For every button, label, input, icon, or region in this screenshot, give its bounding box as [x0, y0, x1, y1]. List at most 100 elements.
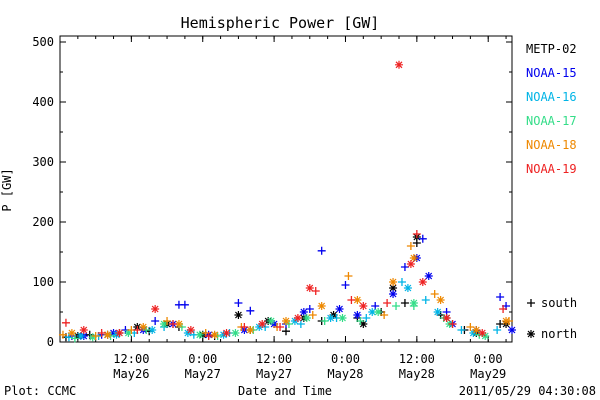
point-south — [133, 326, 142, 334]
point-north — [359, 320, 368, 328]
point-south — [356, 317, 365, 325]
y-tick-label: 300 — [32, 155, 54, 169]
point-south — [246, 306, 255, 315]
footer-timestamp: 2011/05/29 04:30:08 — [459, 384, 596, 398]
point-north — [302, 314, 311, 322]
point-south — [311, 287, 320, 295]
series-noaa-19 — [61, 60, 508, 340]
point-north — [359, 302, 368, 310]
marker-shape-legend: south north — [527, 296, 577, 341]
point-south — [234, 299, 243, 307]
point-south — [421, 296, 430, 304]
point-north — [222, 329, 231, 337]
point-south — [180, 300, 189, 309]
point-north — [258, 320, 267, 328]
point-north — [151, 305, 160, 313]
point-north — [246, 326, 255, 334]
point-south — [371, 302, 380, 310]
y-tick-label: 500 — [32, 35, 54, 49]
legend-entry: NOAA-15 — [526, 66, 577, 80]
point-north — [403, 284, 412, 292]
point-north — [442, 314, 451, 322]
x-tick-label: 12:00 — [113, 352, 149, 366]
x-tick-date: May28 — [327, 367, 363, 381]
point-south — [412, 230, 421, 238]
x-tick-date: May29 — [470, 367, 506, 381]
point-north — [186, 326, 195, 334]
x-tick-label: 0:00 — [331, 352, 360, 366]
point-south — [406, 242, 415, 250]
y-tick-label: 100 — [32, 275, 54, 289]
point-south — [362, 314, 371, 322]
point-north — [148, 326, 157, 334]
point-north — [353, 296, 362, 304]
point-south — [163, 317, 172, 325]
x-tick-label: 12:00 — [256, 352, 292, 366]
y-tick-label: 400 — [32, 95, 54, 109]
point-north — [160, 320, 169, 328]
point-south — [392, 302, 401, 310]
legend-entry: NOAA-16 — [526, 90, 577, 104]
point-north — [338, 314, 347, 322]
point-south — [61, 318, 70, 327]
point-south — [58, 330, 67, 339]
point-north — [374, 308, 383, 316]
point-north — [210, 330, 219, 339]
point-south — [457, 326, 466, 334]
point-north — [433, 308, 442, 316]
legend-marker-plus — [527, 299, 535, 307]
point-north — [305, 284, 314, 292]
point-south — [64, 333, 73, 342]
point-north — [508, 326, 516, 334]
y-axis-label: P [GW] — [0, 168, 14, 211]
x-tick-label: 12:00 — [399, 352, 435, 366]
point-south — [276, 323, 285, 331]
series-noaa-18 — [58, 242, 514, 340]
point-south — [418, 234, 427, 243]
point-north — [317, 302, 326, 310]
point-north — [409, 299, 418, 307]
point-north — [436, 296, 445, 304]
point-south — [499, 305, 508, 313]
point-south — [151, 317, 160, 325]
y-tick-label: 200 — [32, 215, 54, 229]
shape-legend-label: south — [541, 296, 577, 310]
plot-area: 010020030040050012:00May260:00May2712:00… — [32, 35, 516, 381]
point-south — [496, 293, 505, 301]
point-north — [219, 330, 228, 339]
point-north — [395, 60, 403, 69]
x-tick-date: May28 — [399, 367, 435, 381]
point-north — [231, 329, 240, 337]
point-north — [124, 329, 133, 337]
x-tick-label: 0:00 — [188, 352, 217, 366]
point-north — [103, 330, 112, 339]
series-noaa-17 — [70, 299, 490, 343]
point-north — [389, 278, 398, 286]
point-north — [195, 330, 204, 339]
point-north — [472, 326, 481, 334]
point-north — [139, 323, 148, 331]
shape-legend-label: north — [541, 327, 577, 341]
legend-marker-star — [527, 330, 535, 338]
y-tick-label: 0 — [47, 335, 54, 349]
point-south — [317, 246, 326, 255]
point-north — [109, 329, 118, 337]
legend-entry: NOAA-18 — [526, 138, 577, 152]
point-north — [267, 317, 276, 325]
point-north — [389, 290, 398, 298]
point-north — [409, 254, 418, 262]
point-south — [320, 317, 329, 325]
point-south — [493, 326, 502, 334]
point-north — [67, 329, 76, 337]
point-north — [326, 314, 335, 322]
point-south — [282, 327, 290, 336]
point-north — [282, 317, 290, 325]
point-north — [76, 332, 85, 340]
point-north — [79, 326, 88, 334]
chart-title: Hemispheric Power [GW] — [181, 14, 380, 32]
x-tick-date: May27 — [185, 367, 221, 381]
point-south — [397, 278, 406, 286]
point-south — [341, 281, 350, 289]
point-south — [296, 320, 305, 328]
point-north — [406, 260, 415, 268]
